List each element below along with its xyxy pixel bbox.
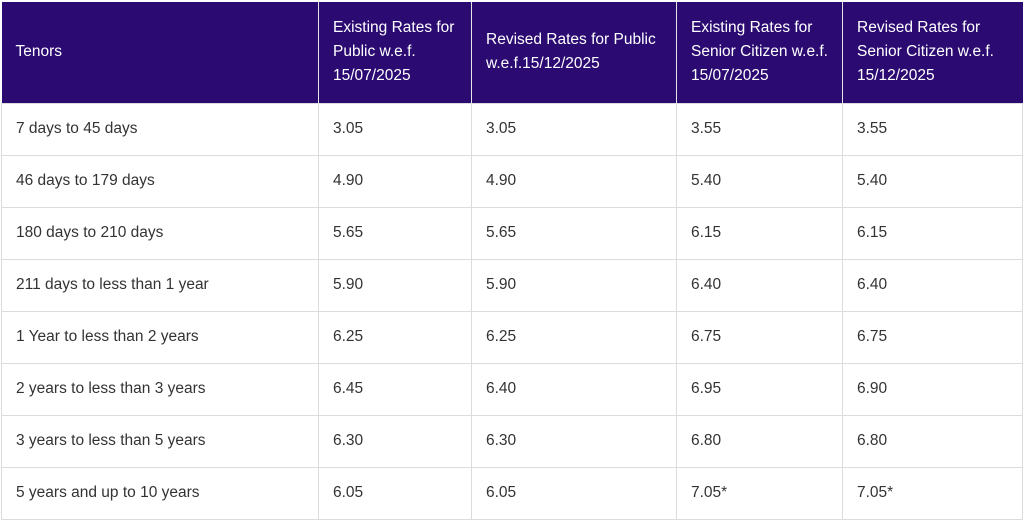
rate-cell: 6.05 <box>318 466 472 520</box>
header-cell: Revised Rates for Senior Citizen w.e.f. … <box>842 2 1023 103</box>
tenor-cell: 211 days to less than 1 year <box>1 258 319 312</box>
tenor-cell: 3 years to less than 5 years <box>1 414 319 468</box>
rate-cell: 6.05 <box>471 466 677 520</box>
rate-cell: 5.40 <box>676 154 843 208</box>
rate-cell: 3.55 <box>842 102 1023 156</box>
table-row: 5 years and up to 10 years 6.05 6.05 7.05* 7… <box>1 466 1023 520</box>
table-header: Tenors Existing Rates for Public w.e.f. 1… <box>1 2 1023 103</box>
header-row: Tenors Existing Rates for Public w.e.f. 1… <box>1 2 1023 103</box>
rate-cell: 6.75 <box>842 310 1023 364</box>
rate-cell: 6.25 <box>318 310 472 364</box>
table-row: 1 Year to less than 2 years 6.25 6.25 6.75 6… <box>1 310 1023 364</box>
rate-cell: 6.95 <box>676 362 843 416</box>
table-row: 46 days to 179 days 4.90 4.90 5.40 5.40 <box>1 154 1023 208</box>
rate-cell: 6.80 <box>842 414 1023 468</box>
table-row: 3 years to less than 5 years 6.30 6.30 6.80… <box>1 414 1023 468</box>
table-row: 180 days to 210 days 5.65 5.65 6.15 6.15 <box>1 206 1023 260</box>
rate-cell: 7.05* <box>676 466 843 520</box>
rate-cell: 6.45 <box>318 362 472 416</box>
tenor-cell: 5 years and up to 10 years <box>1 466 319 520</box>
rate-cell: 5.65 <box>318 206 472 260</box>
tenor-cell: 180 days to 210 days <box>1 206 319 260</box>
rate-cell: 6.30 <box>318 414 472 468</box>
rate-cell: 3.55 <box>676 102 843 156</box>
rate-cell: 5.40 <box>842 154 1023 208</box>
table-body: 7 days to 45 days 3.05 3.05 3.55 3.55 46 days… <box>1 102 1023 520</box>
rate-cell: 5.90 <box>471 258 677 312</box>
rate-cell: 5.90 <box>318 258 472 312</box>
rate-cell: 4.90 <box>471 154 677 208</box>
rate-cell: 6.25 <box>471 310 677 364</box>
rate-cell: 5.65 <box>471 206 677 260</box>
header-cell: Existing Rates for Public w.e.f. 15/07/2… <box>318 2 472 103</box>
rate-cell: 6.75 <box>676 310 843 364</box>
table-row: 2 years to less than 3 years 6.45 6.40 6.95… <box>1 362 1023 416</box>
tenor-cell: 46 days to 179 days <box>1 154 319 208</box>
rate-cell: 3.05 <box>318 102 472 156</box>
tenor-cell: 7 days to 45 days <box>1 102 319 156</box>
table-row: 7 days to 45 days 3.05 3.05 3.55 3.55 <box>1 102 1023 156</box>
rate-cell: 4.90 <box>318 154 472 208</box>
rate-cell: 6.40 <box>471 362 677 416</box>
rate-cell: 6.40 <box>842 258 1023 312</box>
rate-cell: 7.05* <box>842 466 1023 520</box>
rate-cell: 6.15 <box>842 206 1023 260</box>
table-row: 211 days to less than 1 year 5.90 5.90 6.40… <box>1 258 1023 312</box>
tenor-cell: 1 Year to less than 2 years <box>1 310 319 364</box>
rate-cell: 6.15 <box>676 206 843 260</box>
tenor-cell: 2 years to less than 3 years <box>1 362 319 416</box>
rate-cell: 6.90 <box>842 362 1023 416</box>
rate-cell: 6.30 <box>471 414 677 468</box>
header-cell: Existing Rates for Senior Citizen w.e.f.… <box>676 2 843 103</box>
rate-cell: 6.40 <box>676 258 843 312</box>
header-cell: Tenors <box>1 2 319 103</box>
header-cell: Revised Rates for Public w.e.f.15/12/202… <box>471 2 677 103</box>
rate-cell: 6.80 <box>676 414 843 468</box>
rate-cell: 3.05 <box>471 102 677 156</box>
